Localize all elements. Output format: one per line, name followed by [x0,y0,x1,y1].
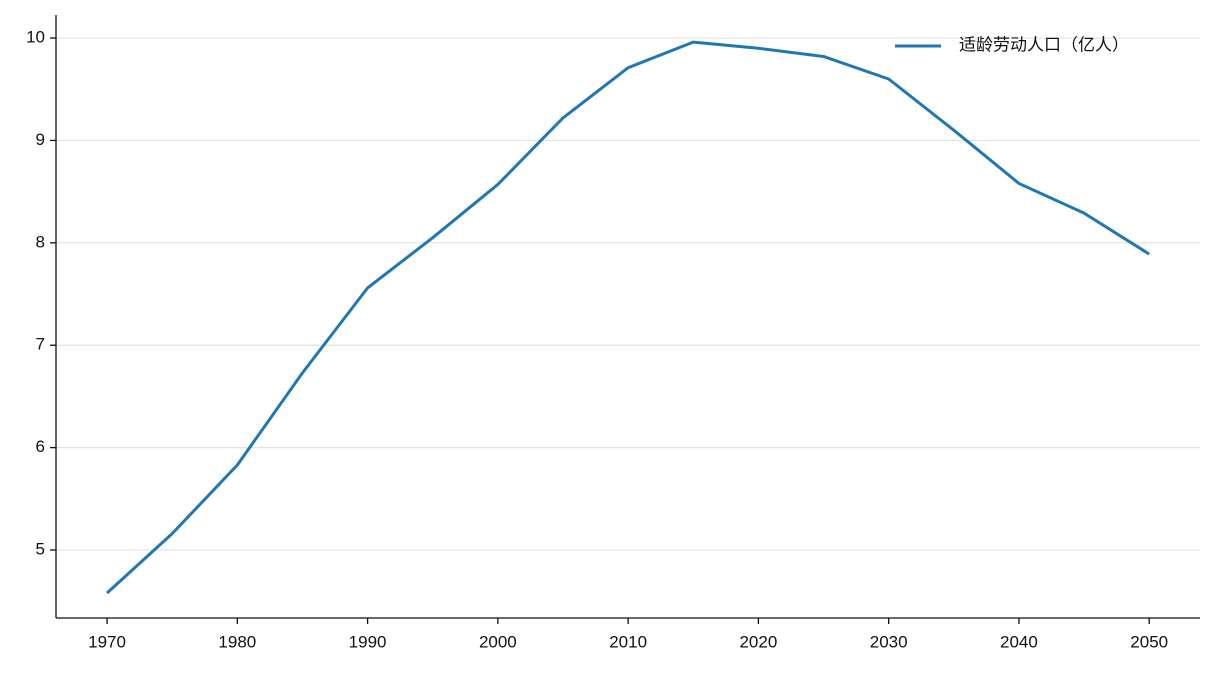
x-tick-label: 2030 [870,632,908,651]
y-tick-label: 9 [36,130,45,149]
x-tick-label: 2040 [1000,632,1038,651]
y-tick-label: 7 [36,335,45,354]
legend-label: 适龄劳动人口（亿人） [959,35,1129,54]
y-tick-label: 10 [26,28,45,47]
x-tick-label: 1970 [88,632,126,651]
x-tick-label: 2000 [479,632,517,651]
x-tick-label: 2010 [609,632,647,651]
x-tick-label: 1990 [349,632,387,651]
x-tick-label: 2020 [739,632,777,651]
y-tick-label: 8 [36,232,45,251]
x-tick-label: 2050 [1130,632,1168,651]
x-tick-label: 1980 [218,632,256,651]
y-tick-label: 6 [36,437,45,456]
y-tick-label: 5 [36,539,45,558]
line [106,40,1150,595]
